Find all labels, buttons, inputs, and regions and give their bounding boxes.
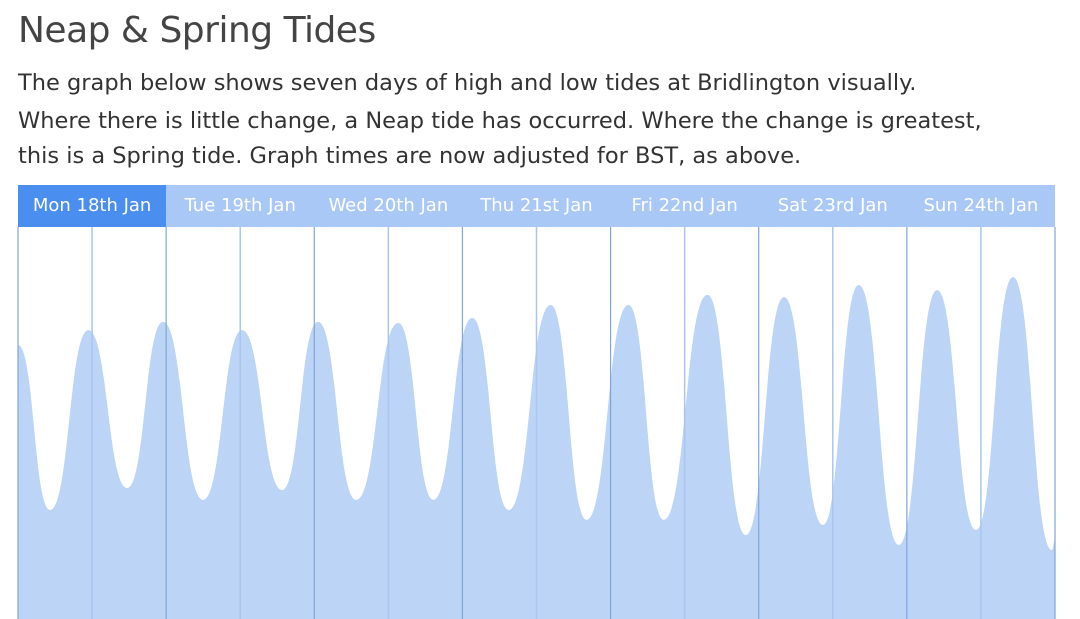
day-tab[interactable]: Wed 20th Jan: [328, 195, 449, 216]
day-tab[interactable]: Sat 23rd Jan: [777, 195, 888, 216]
day-tab[interactable]: Tue 19th Jan: [184, 195, 296, 216]
day-tab[interactable]: Mon 18th Jan: [18, 185, 167, 227]
intro-line: this is a Spring tide. Graph times are n…: [18, 143, 802, 169]
section-title: Neap & Spring Tides: [18, 10, 376, 51]
day-tabs: Mon 18th Jan Tue 19th Jan Wed 20th Jan Thu …: [18, 185, 1055, 227]
intro-line: The graph below shows seven days of high…: [18, 70, 917, 96]
day-tab[interactable]: Sun 24th Jan: [923, 195, 1039, 216]
day-tab[interactable]: Fri 22nd Jan: [631, 195, 738, 216]
intro-line: Where there is little change, a Neap tid…: [18, 108, 982, 134]
day-tab[interactable]: Thu 21st Jan: [480, 195, 593, 216]
